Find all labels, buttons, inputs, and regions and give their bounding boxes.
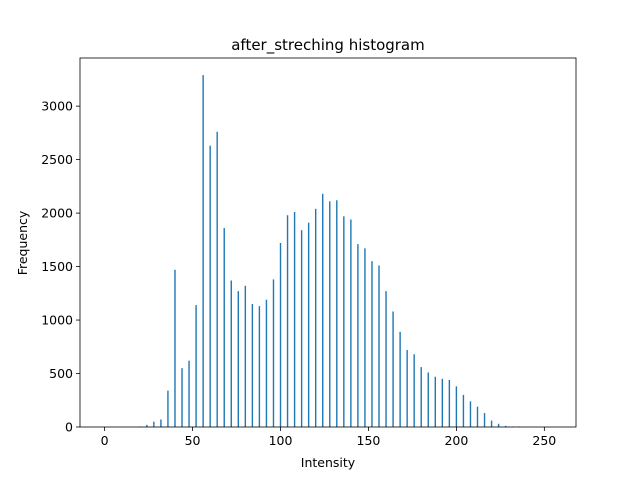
histogram-bar — [343, 216, 345, 427]
histogram-bar — [497, 423, 500, 427]
x-tick-label: 0 — [101, 433, 109, 448]
plot-frame — [79, 57, 577, 428]
y-axis-ticks: 0 500 1000 1500 2000 2500 3000 — [41, 99, 80, 435]
histogram-bar — [504, 425, 507, 427]
histogram-bar — [469, 401, 472, 427]
y-tick-label: 0 — [65, 420, 73, 435]
bars-group — [139, 75, 521, 428]
histogram-bar — [336, 200, 338, 427]
histogram-bar — [181, 368, 183, 427]
histogram-bar — [230, 280, 232, 427]
x-tick-label: 250 — [532, 433, 556, 448]
histogram-bar — [286, 215, 289, 427]
histogram-bar — [406, 349, 408, 427]
histogram-bar — [223, 228, 225, 427]
histogram-bar — [329, 201, 331, 427]
y-tick-label: 2000 — [41, 206, 73, 221]
x-tick-label: 150 — [357, 433, 381, 448]
histogram-bar — [300, 230, 303, 427]
histogram-bar — [490, 420, 493, 427]
histogram-bar — [293, 212, 296, 427]
histogram-bar — [160, 419, 162, 427]
histogram-bar — [413, 354, 415, 427]
y-axis-label: Frequency — [15, 210, 30, 275]
y-tick-label: 1000 — [41, 313, 73, 328]
histogram-bar — [455, 386, 458, 427]
x-tick-label: 50 — [185, 433, 201, 448]
x-axis-ticks: 0 50 100 150 200 250 — [101, 427, 556, 448]
histogram-bar — [448, 379, 451, 427]
x-tick-label: 100 — [269, 433, 293, 448]
histogram-bar — [307, 222, 310, 427]
histogram-bar — [427, 372, 429, 427]
histogram-bar — [251, 304, 254, 427]
y-tick-label: 2500 — [41, 152, 73, 167]
histogram-bar — [385, 291, 387, 427]
histogram-bar — [392, 311, 394, 427]
histogram-bar — [265, 299, 268, 427]
histogram-bar — [272, 279, 275, 427]
histogram-bar — [279, 243, 282, 427]
y-tick-label: 1500 — [41, 259, 73, 274]
histogram-bar — [167, 390, 169, 427]
histogram-bar — [364, 248, 366, 427]
histogram-bar — [476, 406, 479, 427]
x-tick-label: 200 — [444, 433, 468, 448]
histogram-bar — [146, 424, 148, 427]
histogram-bar — [357, 244, 359, 427]
histogram-bar — [350, 219, 352, 427]
histogram-bar — [216, 131, 218, 428]
histogram-bar — [174, 269, 176, 427]
histogram-bar — [483, 413, 486, 427]
histogram-bar — [462, 394, 465, 427]
histogram-bar — [441, 378, 444, 427]
histogram-bar — [371, 261, 373, 427]
histogram-bar — [322, 193, 324, 427]
chart-title: after_streching histogram — [231, 36, 425, 55]
histogram-bar — [399, 331, 401, 427]
y-tick-label: 500 — [49, 366, 73, 381]
histogram-bar — [209, 145, 211, 427]
histogram-bar — [420, 367, 422, 427]
histogram-bar — [314, 208, 317, 427]
histogram-bar — [378, 265, 380, 427]
histogram-bar — [237, 291, 239, 427]
histogram-bar — [434, 376, 436, 427]
y-tick-label: 3000 — [41, 99, 73, 114]
histogram-bar — [188, 360, 190, 427]
histogram-bar — [153, 421, 155, 427]
histogram-bar — [195, 305, 197, 427]
histogram-bar — [258, 306, 261, 427]
histogram-bar — [202, 75, 204, 428]
x-axis-label: Intensity — [301, 455, 356, 470]
histogram-bar — [244, 285, 247, 427]
